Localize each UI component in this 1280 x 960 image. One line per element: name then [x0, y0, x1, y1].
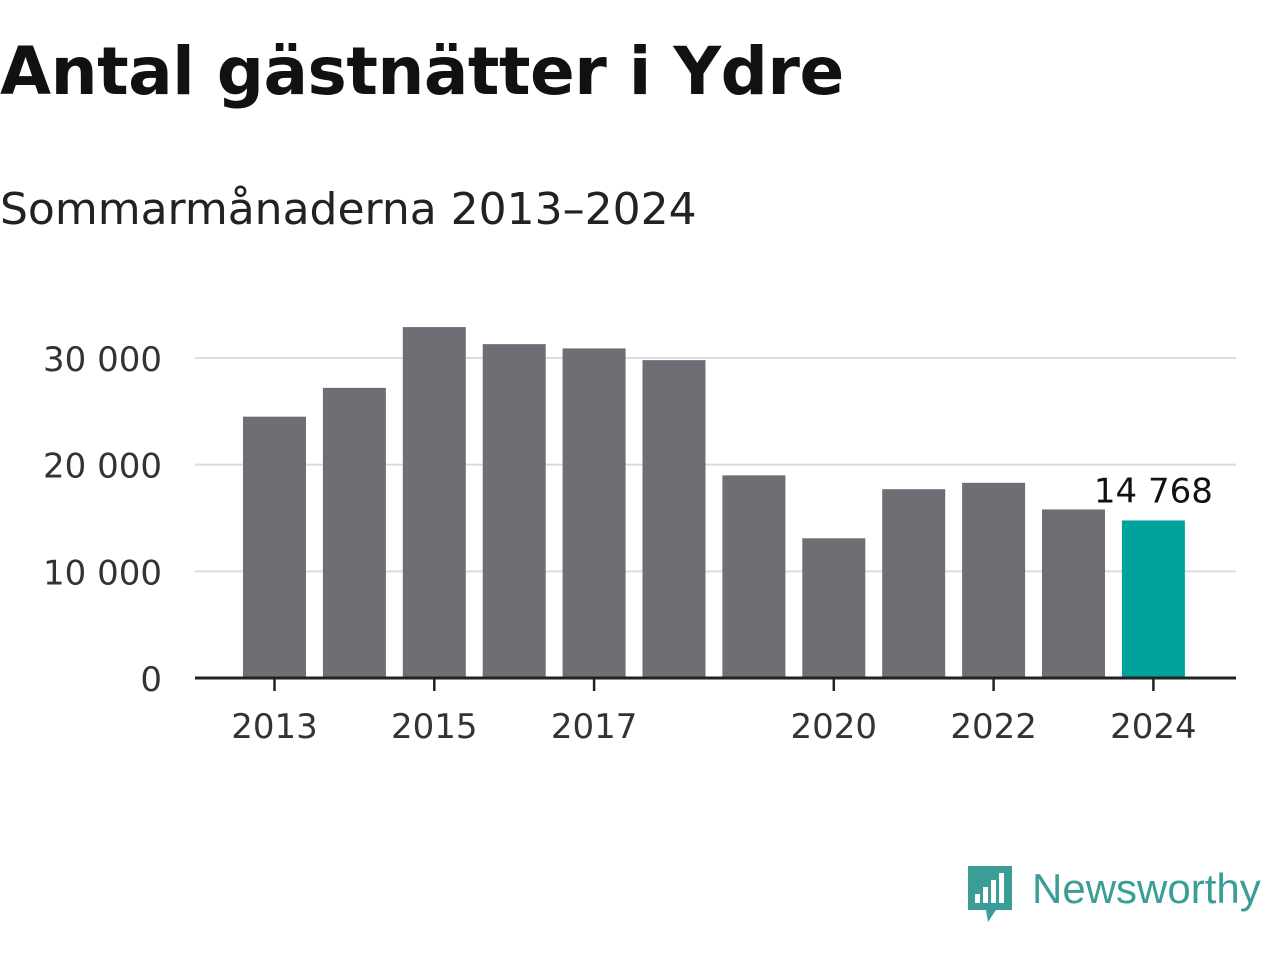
x-tick-label: 2017	[551, 707, 638, 747]
newsworthy-logo: Newsworthy	[964, 862, 1276, 928]
bar-2023	[1042, 509, 1105, 678]
brand-name: Newsworthy	[1032, 865, 1261, 912]
axes	[195, 676, 1236, 691]
bar-2017	[562, 348, 626, 678]
bar-2020	[802, 538, 866, 678]
newsworthy-logo-icon	[968, 866, 1012, 922]
bar-2015	[402, 327, 466, 678]
bar-2022	[962, 482, 1026, 678]
bar-2019	[722, 475, 786, 678]
bar-2024	[1121, 520, 1185, 678]
chart-subtitle: Sommarmånaderna 2013–2024	[0, 184, 697, 235]
bar-2021	[882, 489, 946, 678]
y-tick-label: 20 000	[43, 447, 162, 487]
y-tick-label: 0	[140, 660, 162, 700]
chart-title: Antal gästnätter i Ydre	[0, 33, 844, 110]
x-tick-label: 2020	[791, 707, 878, 747]
bar-2018	[642, 360, 706, 678]
x-tick-label: 2024	[1110, 707, 1197, 747]
labels: 0 10 000 20 000 30 000 2013 2015 2017 2020 2022 2…	[43, 340, 1213, 747]
x-tick-label: 2015	[391, 707, 478, 747]
bar-2013	[243, 416, 306, 678]
bar-2014	[322, 387, 386, 678]
data-label: 14 768	[1094, 471, 1213, 511]
y-tick-label: 10 000	[43, 553, 162, 593]
bars	[243, 327, 1185, 678]
bar-2016	[482, 344, 546, 678]
y-tick-label: 30 000	[43, 340, 162, 380]
x-tick-label: 2013	[231, 707, 318, 747]
x-tick-label: 2022	[950, 707, 1037, 747]
